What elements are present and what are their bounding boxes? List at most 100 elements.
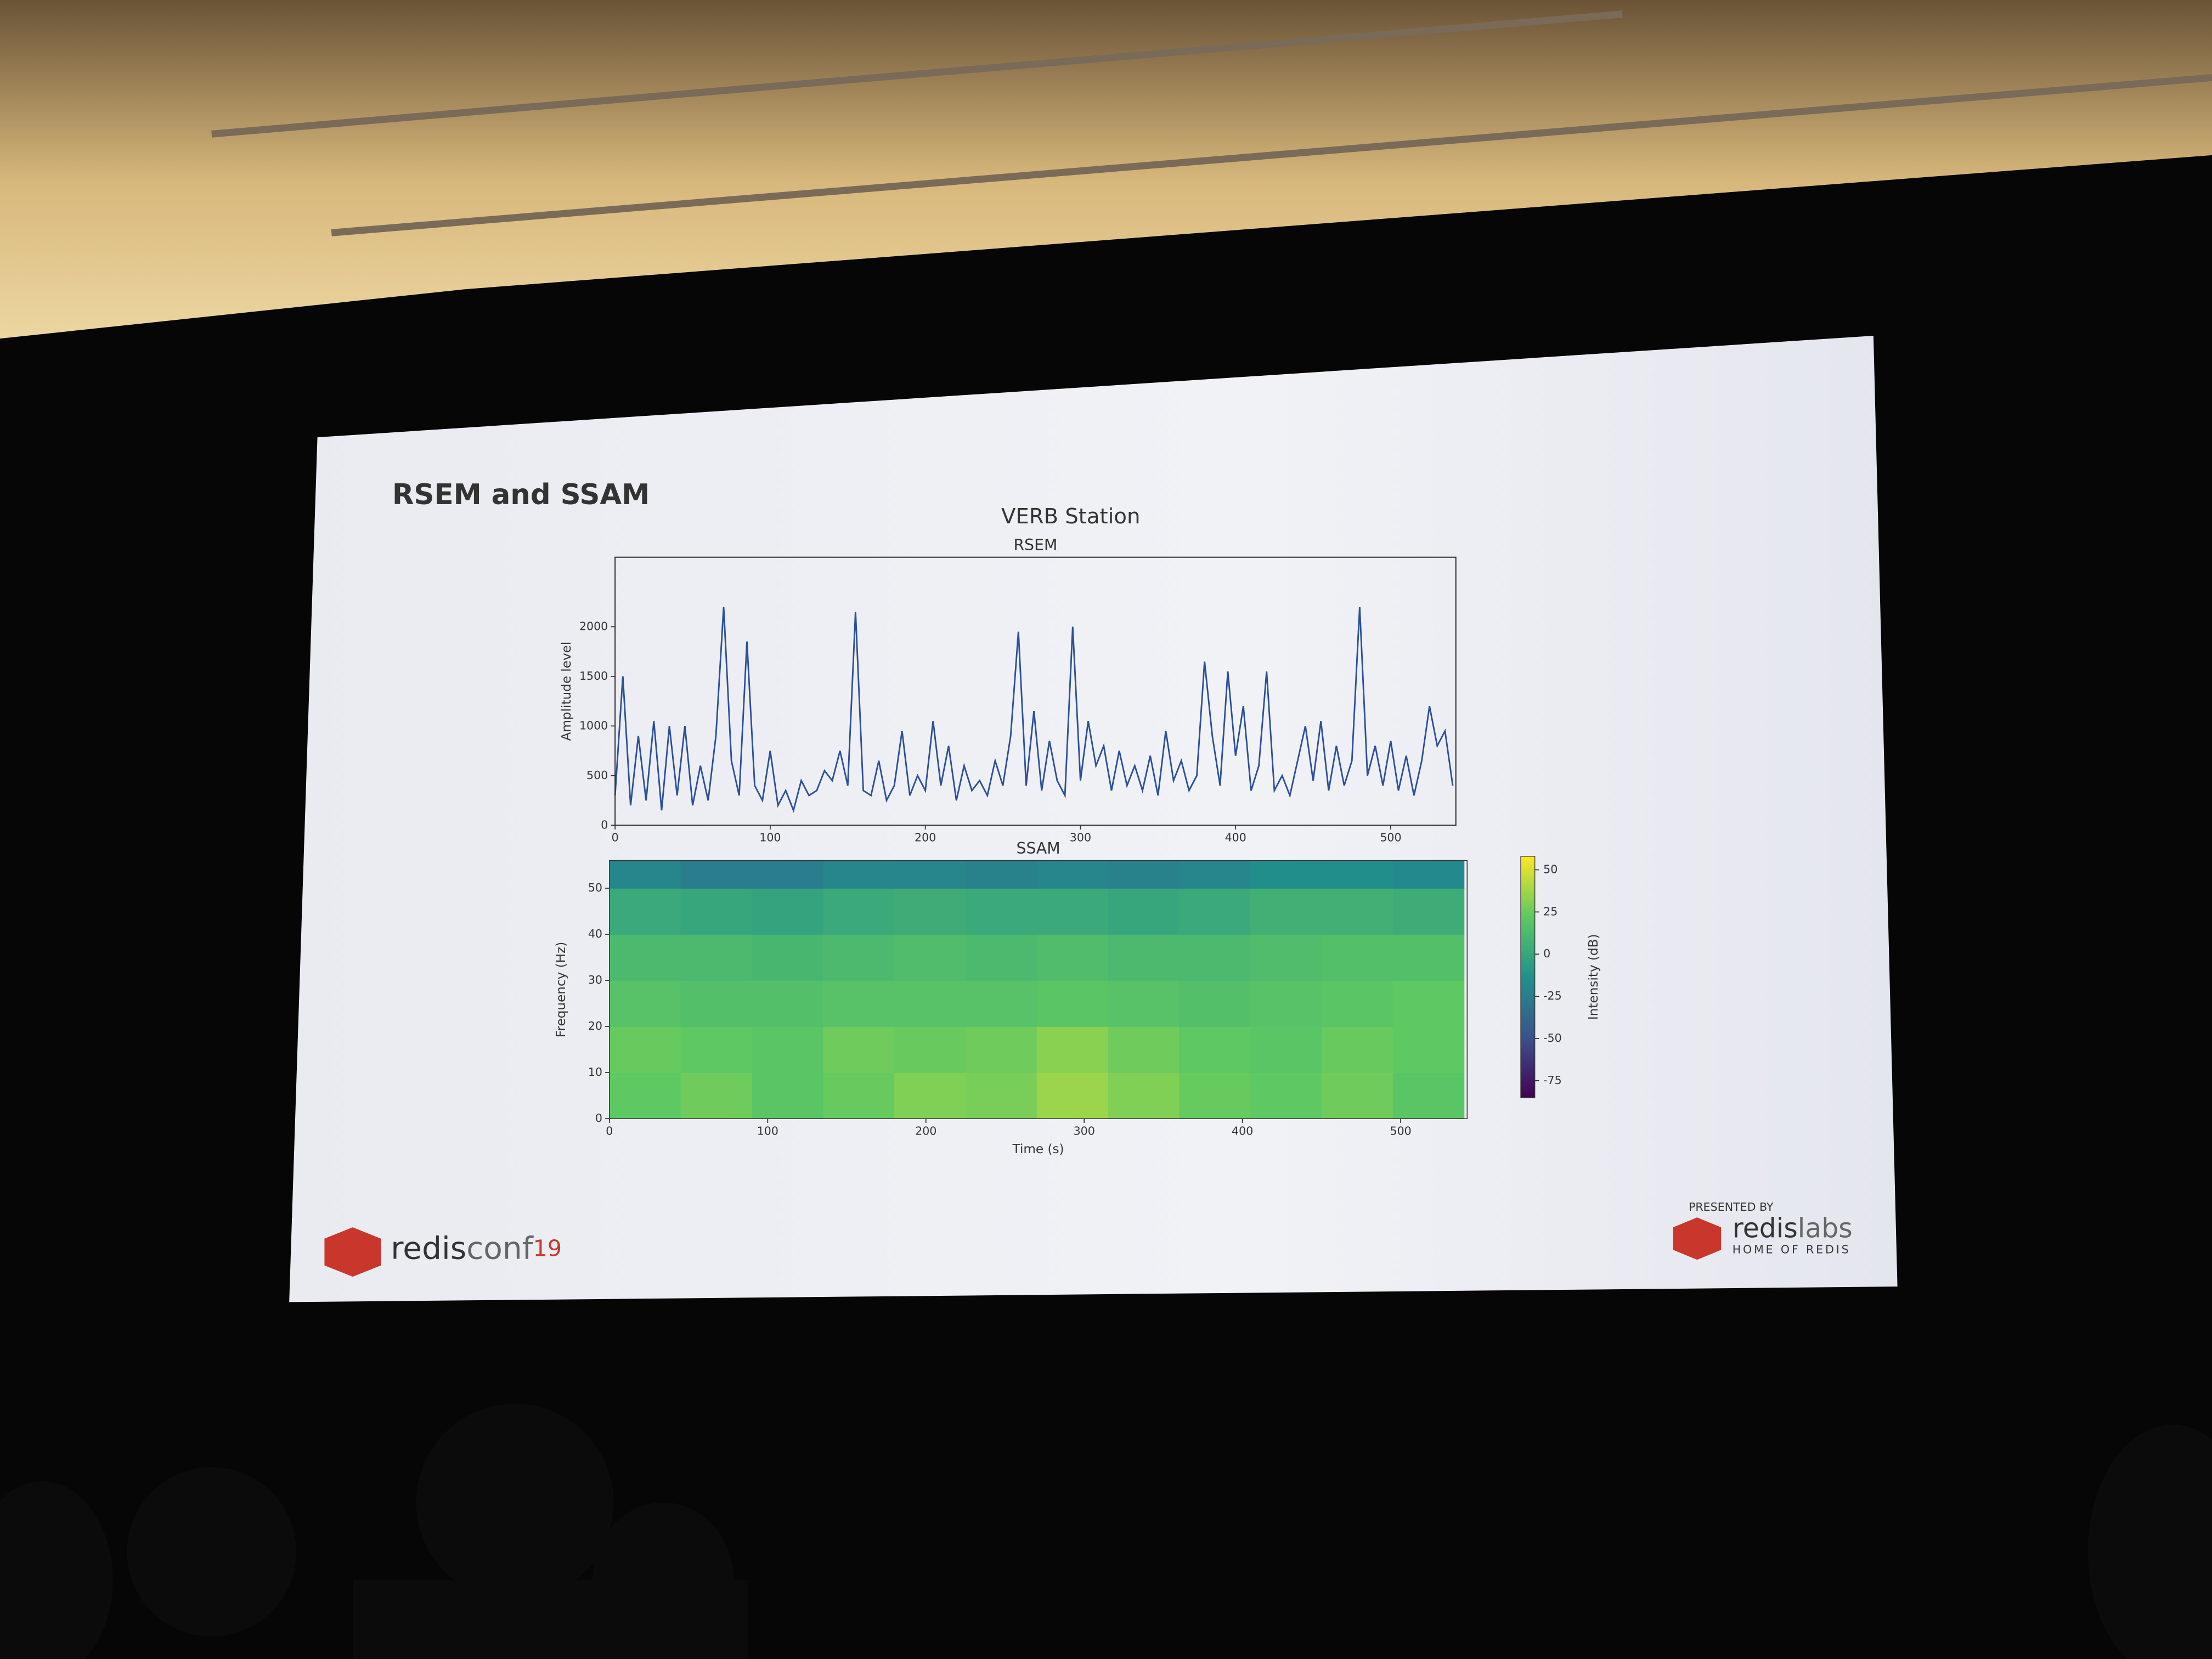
x-tick-label: 100	[757, 1124, 778, 1137]
heatmap-cell	[1179, 1026, 1251, 1073]
heatmap-cell	[609, 1073, 681, 1119]
heatmap-cell	[1392, 980, 1465, 1027]
heatmap-cell	[1250, 888, 1322, 935]
y-tick-label: 50	[588, 881, 602, 894]
heatmap-cell	[752, 888, 824, 935]
heatmap-cell	[894, 1073, 966, 1119]
x-tick-label: 400	[1232, 1124, 1253, 1137]
heatmap-cell	[965, 860, 1037, 889]
heatmap-cell	[1321, 980, 1393, 1027]
heatmap-cell	[609, 980, 681, 1027]
heatmap-cell	[823, 934, 895, 981]
logo-year: 19	[533, 1235, 562, 1261]
heatmap-cell	[894, 888, 966, 935]
axes-frame	[609, 860, 1468, 1119]
slide-title: RSEM and SSAM	[392, 478, 650, 511]
heatmap-cell	[752, 980, 824, 1027]
logo-labs: labs	[1798, 1212, 1853, 1244]
heatmap-cell	[680, 1026, 753, 1073]
heatmap-cell	[1036, 980, 1109, 1027]
x-tick-label: 200	[915, 831, 936, 844]
heatmap-cell	[609, 860, 681, 889]
x-tick-label: 500	[1380, 831, 1401, 844]
heatmap-cell	[965, 980, 1037, 1027]
colorbar-label: Intensity (dB)	[1587, 934, 1601, 1020]
logo-icon	[324, 1227, 381, 1277]
heatmap-cell	[1108, 1073, 1180, 1119]
heatmap-cell	[1036, 1073, 1109, 1119]
y-tick-label: 1500	[579, 669, 608, 682]
heatmap-cell	[680, 1073, 753, 1119]
heatmap-cell	[1179, 1073, 1251, 1119]
heatmap-cell	[1392, 1026, 1465, 1073]
heatmap-cell	[1108, 860, 1180, 889]
heatmap-cell	[1392, 860, 1465, 889]
heatmap-cell	[1179, 980, 1251, 1027]
heatmap-cell	[965, 888, 1037, 935]
logo-text: redisconf19	[391, 1230, 562, 1266]
line-series	[614, 607, 1454, 813]
heatmap-cell	[1392, 1073, 1465, 1119]
y-tick-label: 40	[588, 927, 602, 940]
axes-frame	[614, 556, 1457, 826]
x-tick-label: 100	[759, 831, 781, 844]
x-tick-label: 200	[915, 1124, 936, 1137]
heatmap-cell	[1179, 934, 1251, 981]
heatmap-cell	[1036, 860, 1109, 889]
heatmap-cell	[894, 934, 966, 981]
x-tick-label: 400	[1225, 831, 1246, 844]
logo-icon	[1673, 1217, 1722, 1260]
heatmap-cell	[1036, 888, 1109, 935]
heatmap-cell	[680, 934, 753, 981]
y-tick-label: 0	[601, 818, 608, 831]
colorbar-tick-label: 50	[1543, 862, 1558, 876]
colorbar-tick-label: -50	[1543, 1031, 1562, 1045]
logo-right: PRESENTED BY redislabs HOME OF REDIS	[1673, 1200, 1853, 1260]
heatmap-cell	[965, 1026, 1037, 1073]
colorbar-tick-label: 0	[1543, 947, 1550, 960]
heatmap-cell	[1108, 1026, 1180, 1073]
x-tick-label: 300	[1074, 1124, 1095, 1137]
heatmap-cell	[1392, 888, 1465, 935]
y-tick-label: 10	[588, 1065, 602, 1079]
heatmap-cell	[823, 888, 895, 935]
heatmap-cell	[894, 980, 966, 1027]
logo-redis: redis	[391, 1230, 466, 1266]
figure-title: VERB Station	[1001, 504, 1140, 529]
heatmap-cell	[894, 1026, 966, 1073]
heatmap-cell	[1250, 1073, 1322, 1119]
y-tick-label: 0	[595, 1111, 602, 1125]
y-tick-label: 20	[588, 1019, 602, 1032]
heatmap-cell	[1108, 934, 1180, 981]
heatmap-cell	[823, 980, 895, 1027]
heatmap-cell	[609, 888, 681, 935]
x-tick-label: 0	[612, 831, 619, 844]
heatmap-cell	[965, 1073, 1037, 1119]
heatmap-cell	[752, 1073, 824, 1119]
heatmap-cell	[1392, 934, 1465, 981]
heatmap-cell	[1321, 1073, 1393, 1119]
heatmap-cell	[680, 888, 753, 935]
ceiling-pipes	[211, 10, 2212, 236]
heatmap-cell	[1250, 1026, 1322, 1073]
heatmap-cell	[823, 1073, 895, 1119]
heatmap-cell	[1321, 860, 1393, 889]
x-tick-label: 300	[1070, 831, 1091, 844]
axes-title: RSEM	[1014, 536, 1058, 554]
charts: 0 100 200 300 400 5000500100015002000RSEMAmpl…	[554, 536, 1601, 1156]
heatmap-cell	[965, 934, 1037, 981]
heatmap-cell	[823, 1026, 895, 1073]
logo-conf: conf	[466, 1230, 534, 1266]
x-axis-label: Time (s)	[1012, 1142, 1064, 1156]
heatmap-cell	[752, 1026, 824, 1073]
logo-left: redisconf19	[324, 1227, 562, 1277]
logo-tagline: HOME OF REDIS	[1733, 1243, 1851, 1256]
y-tick-label: 2000	[579, 619, 608, 633]
heatmap-cell	[823, 860, 895, 889]
heatmap-cell	[1321, 934, 1393, 981]
heatmap-cell	[1036, 934, 1109, 981]
heatmap-cell	[609, 934, 681, 981]
colorbar-tick-label: -75	[1543, 1074, 1562, 1087]
colorbar-tick-label: -25	[1543, 989, 1562, 1002]
